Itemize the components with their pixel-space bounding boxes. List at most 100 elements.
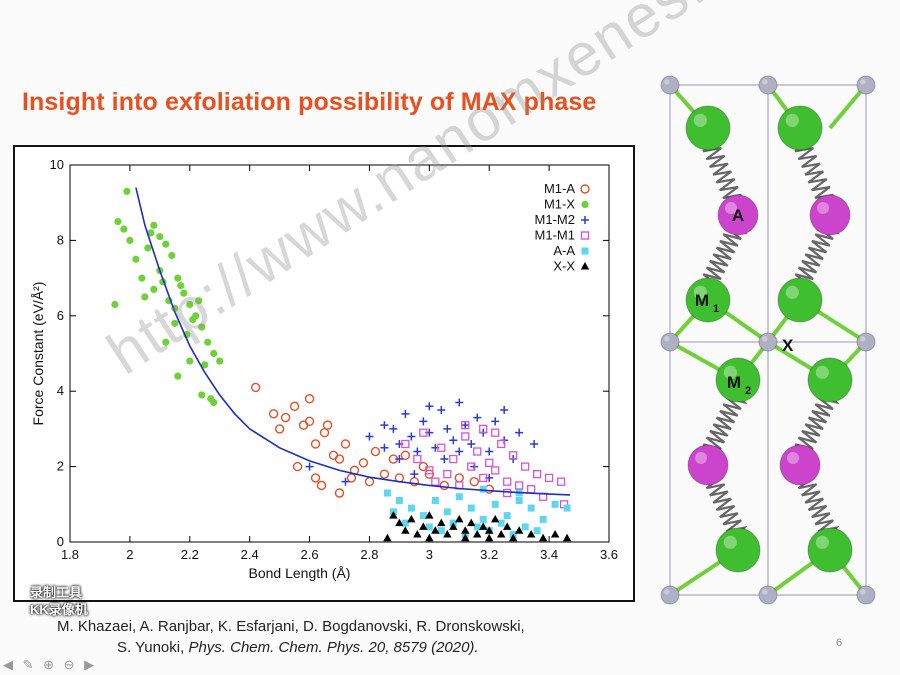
data-point — [539, 515, 547, 523]
x-atom — [856, 332, 876, 352]
data-point — [395, 497, 403, 505]
data-point — [395, 518, 404, 527]
max-phase-structure: AM 1XM 2 — [660, 75, 876, 605]
data-point — [527, 504, 535, 512]
data-point — [111, 300, 119, 309]
data-point — [126, 236, 134, 244]
data-point — [473, 413, 482, 422]
data-point — [467, 504, 475, 512]
data-point — [479, 522, 488, 530]
data-point — [532, 469, 542, 479]
structure-atoms: AM 1XM 2 — [660, 75, 876, 605]
data-point — [250, 382, 261, 393]
data-point — [198, 391, 206, 399]
y-tick-label: 4 — [57, 383, 64, 398]
series-m1-m1 — [401, 420, 569, 509]
x-atom-highlight — [762, 79, 768, 85]
data-point — [383, 533, 392, 542]
data-point — [144, 244, 152, 252]
data-point — [114, 217, 122, 226]
data-point — [171, 319, 179, 327]
series-x-x — [383, 511, 572, 542]
data-point — [425, 466, 434, 475]
data-point — [491, 514, 500, 523]
data-point — [150, 221, 158, 229]
data-point — [407, 432, 416, 441]
data-point — [268, 409, 279, 419]
scatter-chart: 1.8 2 2.2 2.4 2.6 2.8 3 3.2 3.4 3.6 0 2 4 6 8 10 Bond Le… — [30, 157, 618, 581]
data-point — [437, 406, 446, 415]
data-point — [461, 526, 470, 534]
data-point — [379, 469, 390, 479]
data-point — [479, 473, 488, 483]
data-point — [401, 526, 410, 534]
data-point — [449, 454, 458, 464]
a-atom — [779, 444, 821, 486]
data-point — [551, 500, 559, 508]
spring-bond — [702, 138, 748, 211]
data-point — [485, 447, 494, 456]
data-point — [204, 338, 212, 346]
logo-line-2: KK录像机 — [30, 602, 88, 617]
data-point — [401, 439, 410, 449]
data-point — [437, 527, 445, 535]
data-point — [289, 401, 300, 411]
data-point — [431, 526, 440, 534]
data-point — [514, 526, 524, 534]
data-point — [389, 511, 398, 519]
m-atom-highlight — [785, 113, 799, 127]
y-tick-label: 10 — [50, 157, 64, 172]
data-point — [150, 285, 158, 294]
spring-bond — [794, 394, 840, 458]
data-point — [455, 398, 464, 407]
m-atom-highlight — [693, 285, 707, 299]
data-point — [380, 443, 389, 452]
data-point — [461, 420, 470, 430]
m-atom — [715, 527, 761, 573]
data-point — [509, 451, 518, 460]
data-point — [503, 488, 512, 498]
data-point — [550, 529, 560, 538]
data-point — [186, 300, 194, 309]
slide-title: Insight into exfoliation possibility of … — [22, 88, 597, 116]
series-m1-m2 — [305, 398, 539, 486]
data-point — [177, 282, 185, 290]
data-point — [455, 447, 464, 456]
a-atom-highlight — [695, 452, 707, 464]
x-atom — [758, 75, 778, 95]
x-atom-highlight — [860, 336, 866, 342]
data-point — [500, 406, 509, 415]
data-point — [479, 424, 488, 434]
data-point — [292, 461, 303, 472]
x-atom — [660, 585, 680, 605]
data-point — [491, 500, 499, 508]
data-point — [485, 526, 494, 534]
data-point — [449, 436, 458, 445]
data-point — [443, 529, 452, 538]
x-atom-highlight — [664, 79, 670, 85]
label-x: X — [782, 336, 794, 355]
data-point — [395, 455, 404, 464]
data-point — [580, 231, 590, 240]
data-point — [467, 462, 476, 471]
data-point — [533, 527, 541, 535]
data-point — [141, 293, 149, 301]
data-point — [515, 497, 523, 505]
data-point — [443, 508, 451, 516]
data-point — [280, 412, 291, 423]
x-tick-label: 2.6 — [301, 547, 319, 562]
data-point — [201, 361, 209, 369]
slide-nav-icons[interactable]: ◀ ✎ ⊕ ⊖ ▶ — [3, 657, 98, 672]
x-tick-label: 2.8 — [360, 547, 378, 562]
spring-bond — [794, 138, 840, 211]
data-point — [580, 262, 590, 270]
x-axis-label: Bond Length (Å) — [249, 565, 351, 581]
label-a: A — [732, 206, 744, 225]
data-point — [364, 476, 375, 487]
data-point — [305, 462, 314, 471]
data-point — [156, 233, 164, 241]
a-atom — [717, 194, 759, 236]
x-tick-label: 1.8 — [61, 547, 79, 562]
data-point — [479, 485, 487, 493]
